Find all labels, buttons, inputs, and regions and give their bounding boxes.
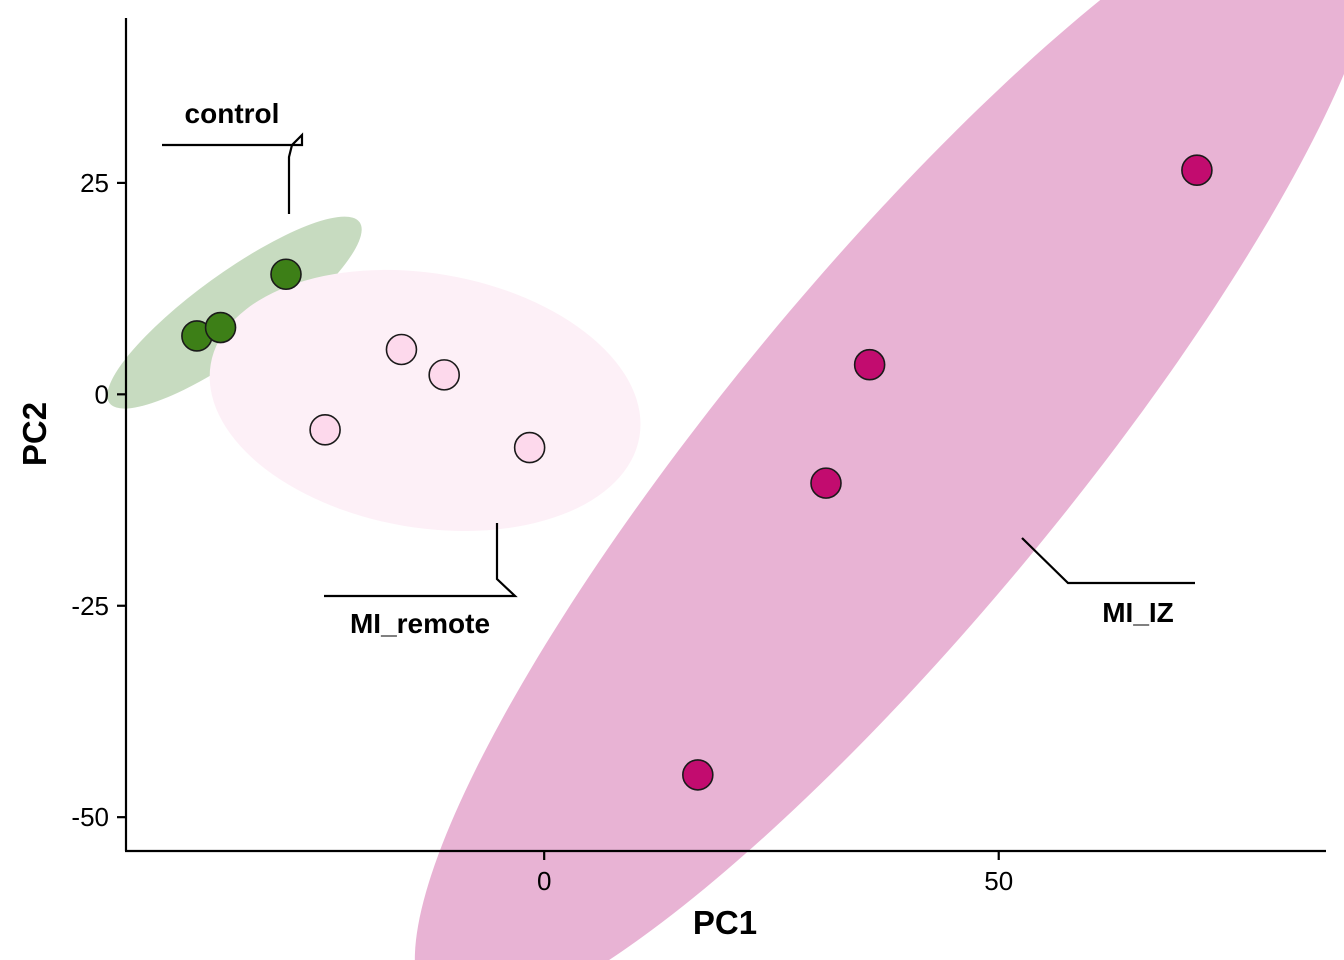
ellipse-mi-iz — [414, 0, 1344, 960]
point-mi-remote — [309, 414, 341, 446]
x-tick-label: 50 — [984, 866, 1013, 896]
point-mi-iz — [810, 467, 842, 499]
point-mi-remote — [385, 333, 418, 366]
axes — [124, 18, 1326, 853]
y-tick-label: -50 — [71, 802, 109, 832]
x-tick-label: 0 — [537, 866, 551, 896]
control-leader-line — [162, 132, 304, 214]
point-control — [270, 258, 302, 291]
y-tick-label: -25 — [71, 591, 109, 621]
data-points — [181, 154, 1213, 791]
point-mi-iz — [1181, 154, 1213, 187]
ellipse-mi-remote — [209, 269, 641, 532]
mi-remote-leader-line — [324, 523, 518, 598]
mi-iz-leader-line — [1021, 537, 1195, 585]
mi-iz-label: MI_IZ — [1102, 597, 1174, 628]
y-axis-title: PC2 — [16, 402, 53, 466]
point-mi-remote — [428, 359, 460, 391]
point-mi-iz — [682, 759, 714, 791]
x-axis-title: PC1 — [693, 904, 757, 941]
point-control — [204, 311, 237, 344]
y-tick-label: 0 — [95, 379, 109, 409]
point-mi-iz — [853, 348, 886, 381]
control-label: control — [185, 98, 280, 129]
group-labels: control MI_remote MI_IZ — [162, 98, 1195, 639]
x-axis-ticks: 0 50 — [537, 851, 1013, 896]
mi-remote-label: MI_remote — [350, 608, 490, 639]
y-tick-label: 25 — [80, 168, 109, 198]
point-mi-remote — [513, 431, 546, 464]
y-axis-ticks: 25 0 -25 -50 — [71, 168, 126, 832]
